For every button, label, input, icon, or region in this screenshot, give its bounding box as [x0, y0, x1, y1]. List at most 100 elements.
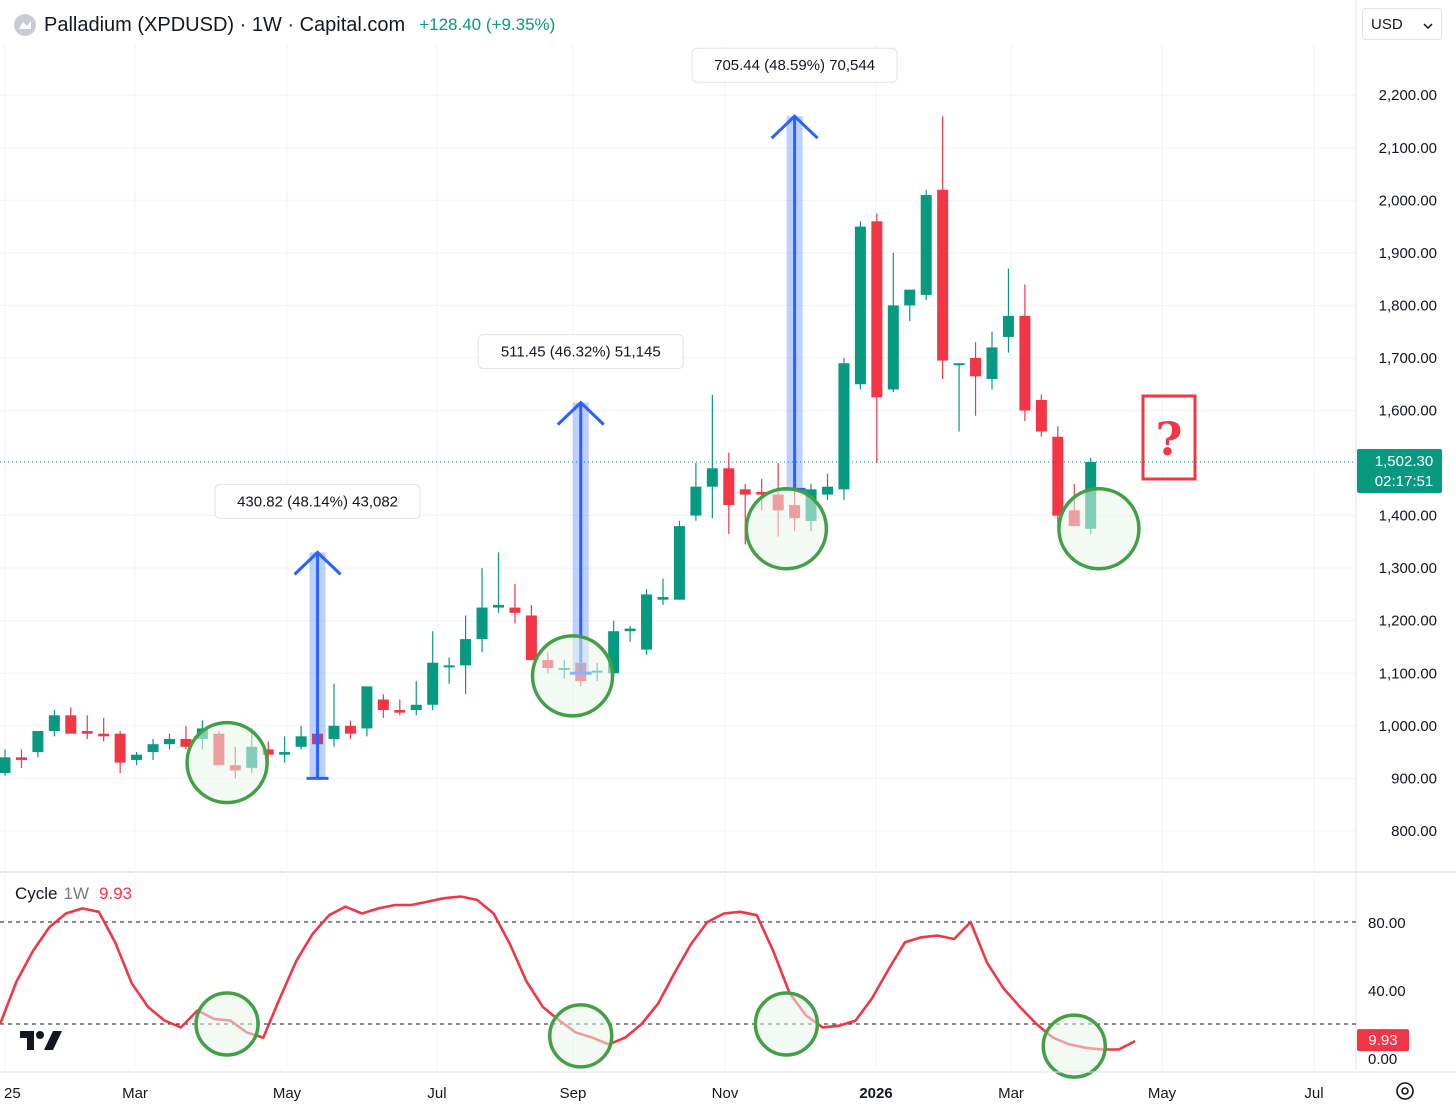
time-tick-label: Jul	[427, 1085, 446, 1102]
indicator-value-badge	[1357, 1029, 1409, 1052]
time-tick-label: 2026	[859, 1085, 892, 1102]
cycle-low-circle	[753, 991, 820, 1057]
candle-body	[131, 754, 143, 760]
candle-body	[624, 628, 636, 632]
measurement-tools[interactable]: 430.82 (48.14%) 43,082 511.45 (46.32%) 51…	[214, 47, 898, 780]
candle-body	[673, 526, 685, 600]
indicator-legend[interactable]: Cycle 1W 9.93	[15, 884, 132, 904]
candle-body	[904, 289, 916, 306]
indicator-value-badge-label: 9.93	[1368, 1032, 1397, 1049]
candle-body	[953, 363, 965, 366]
candle-body	[377, 699, 389, 711]
candle-body	[65, 715, 77, 734]
chevron-down-icon	[1423, 16, 1433, 33]
candle-body	[114, 733, 126, 763]
candle-body	[15, 757, 27, 760]
candle-body	[525, 615, 537, 661]
price-tick-label: 1,200.00	[1379, 613, 1437, 630]
indicator-tick-label: 40.00	[1368, 983, 1406, 1000]
last-price-badge	[1357, 449, 1442, 493]
candle-body	[0, 757, 11, 774]
chart-header: Palladium (XPDUSD) · 1W · Capital.com +1…	[14, 10, 555, 40]
candle-body	[706, 468, 718, 487]
candle-body	[344, 725, 356, 734]
candle-body	[509, 607, 521, 613]
candle-body	[887, 305, 899, 390]
price-tick-label: 2,200.00	[1379, 87, 1437, 104]
candle-body	[1019, 315, 1031, 411]
candle-body	[98, 733, 110, 737]
price-tick-label: 2,000.00	[1379, 192, 1437, 209]
palladium-icon	[14, 14, 36, 36]
cycle-low-circle	[185, 720, 269, 805]
candle-body	[295, 736, 307, 747]
candle-body	[690, 486, 702, 516]
cycle-indicator-pane: 80.00 40.00 0.00 9.93	[0, 895, 1409, 1079]
time-tick-label: Mar	[122, 1085, 148, 1102]
candle-body	[328, 725, 340, 739]
price-tick-label: 800.00	[1391, 823, 1437, 840]
price-tick-label: 1,900.00	[1379, 245, 1437, 262]
bar-countdown-label: 02:17:51	[1375, 473, 1433, 490]
candle-body	[394, 710, 406, 713]
candle-body	[641, 594, 653, 650]
indicator-tick-label: 80.00	[1368, 915, 1406, 932]
measure-label: 430.82 (48.14%) 43,082	[237, 493, 398, 510]
candle-body	[1002, 315, 1014, 337]
indicator-timeframe: 1W	[63, 884, 90, 903]
time-axis[interactable]: 25 Mar May Jul Sep Nov 2026 Mar May Jul	[0, 1071, 1456, 1102]
price-tick-label: 1,800.00	[1379, 297, 1437, 314]
candle-body	[81, 731, 93, 734]
candle-body	[822, 486, 833, 495]
candle-body	[32, 731, 44, 753]
candle-body	[657, 597, 669, 600]
time-tick-label: Nov	[712, 1085, 739, 1102]
last-price-label: 1,502.30	[1375, 453, 1433, 470]
cycle-low-circle	[548, 1003, 614, 1069]
price-tick-label: 900.00	[1391, 770, 1437, 787]
candle-body	[920, 195, 932, 295]
question-box[interactable]: ?	[1141, 394, 1197, 481]
cycle-low-circle	[1057, 486, 1141, 571]
cycle-low-circle	[744, 486, 829, 571]
indicator-value: 9.93	[99, 884, 133, 903]
candle-body	[970, 357, 982, 377]
candle-body	[361, 686, 373, 729]
candle-body	[427, 662, 439, 705]
measure-label-box	[691, 47, 898, 83]
candle-body	[147, 744, 159, 753]
price-tick-label: 1,300.00	[1379, 560, 1437, 577]
time-tick-label: Mar	[998, 1085, 1024, 1102]
measure-label-box	[477, 334, 684, 370]
price-tick-label: 1,400.00	[1379, 508, 1437, 525]
price-tick-label: 1,000.00	[1379, 718, 1437, 735]
time-tick-label: May	[1148, 1085, 1177, 1102]
symbol-title[interactable]: Palladium (XPDUSD) · 1W · Capital.com	[44, 13, 406, 36]
cycle-low-circle	[1041, 1013, 1107, 1079]
price-tick-label: 1,600.00	[1379, 403, 1437, 420]
candle-body	[48, 715, 60, 732]
measure-arrowhead	[293, 550, 342, 576]
candle-body	[180, 738, 192, 747]
measure-arrowhead	[556, 400, 605, 426]
measure-label: 511.45 (46.32%) 51,145	[501, 344, 661, 361]
candle-body	[493, 604, 504, 608]
candle-body	[756, 491, 768, 495]
measure-label: 705.44 (48.59%) 70,544	[714, 57, 875, 74]
candle-body	[986, 347, 998, 379]
cycle-low-circle	[530, 634, 615, 718]
price-change: +128.40 (+9.35%)	[419, 15, 556, 34]
candle-body	[443, 665, 455, 668]
price-axis[interactable]: 2,200.00 2,100.00 2,000.00 1,900.00 1,800.00…	[1379, 87, 1437, 840]
price-tick-label: 2,100.00	[1379, 140, 1437, 157]
settings-icon[interactable]	[1394, 1080, 1416, 1107]
tradingview-logo-icon[interactable]	[18, 1028, 64, 1059]
candle-body	[1035, 399, 1047, 432]
indicator-name: Cycle	[15, 884, 58, 903]
currency-select[interactable]: USD	[1362, 8, 1442, 40]
candle-body	[739, 489, 751, 495]
circle-annotations[interactable]	[185, 486, 1141, 805]
candle-body	[871, 221, 883, 398]
candle-body	[164, 738, 175, 745]
